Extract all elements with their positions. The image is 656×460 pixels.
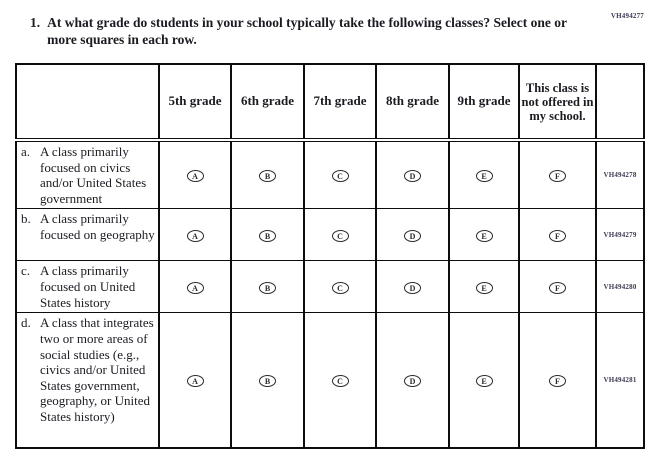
- bubble-d-7th-grade[interactable]: C: [331, 375, 349, 388]
- cell-d-6th-grade: B: [230, 312, 305, 449]
- cell-d-9th-grade: E: [448, 312, 520, 449]
- bubble-d-6th-grade[interactable]: B: [259, 375, 276, 388]
- row-label-cell: b. A class primarily focused on geograph…: [15, 208, 160, 262]
- bubble-a-8th-grade[interactable]: D: [404, 170, 421, 183]
- cell-b-7th-grade: C: [303, 208, 377, 262]
- header-not-offered: This class is not offered in my school.: [518, 63, 597, 142]
- bubble-d-not-offered[interactable]: F: [549, 375, 566, 388]
- table-row-b: b. A class primarily focused on geograph…: [15, 208, 645, 262]
- bubble-d-9th-grade[interactable]: E: [475, 375, 493, 388]
- cell-a-8th-grade: D: [375, 139, 450, 210]
- row-letter: d.: [21, 315, 31, 331]
- cell-d-5th-grade: A: [158, 312, 232, 449]
- row-label-cell: d. A class that integrates two or more a…: [15, 312, 160, 449]
- table-row-a: a. A class primarily focused on civics a…: [15, 139, 645, 210]
- cell-d-8th-grade: D: [375, 312, 450, 449]
- header-5th-grade: 5th grade: [158, 63, 232, 142]
- row-code: VH494280: [595, 260, 645, 314]
- header-7th-grade: 7th grade: [303, 63, 377, 142]
- cell-d-7th-grade: C: [303, 312, 377, 449]
- header-9th-grade: 9th grade: [448, 63, 520, 142]
- row-code: VH494278: [595, 139, 645, 210]
- bubble-b-8th-grade[interactable]: D: [404, 229, 421, 242]
- row-label-cell: c. A class primarily focused on United S…: [15, 260, 160, 314]
- bubble-c-5th-grade[interactable]: A: [186, 281, 204, 294]
- cell-b-8th-grade: D: [375, 208, 450, 262]
- cell-b-9th-grade: E: [448, 208, 520, 262]
- row-code: VH494279: [595, 208, 645, 262]
- question-accession-code: VH494277: [610, 12, 644, 20]
- cell-a-9th-grade: E: [448, 139, 520, 210]
- cell-a-6th-grade: B: [230, 139, 305, 210]
- bubble-b-7th-grade[interactable]: C: [331, 229, 349, 242]
- cell-b-6th-grade: B: [230, 208, 305, 262]
- bubble-a-7th-grade[interactable]: C: [331, 170, 349, 183]
- cell-c-9th-grade: E: [448, 260, 520, 314]
- bubble-d-8th-grade[interactable]: D: [404, 375, 421, 388]
- row-label: A class primarily focused on United Stat…: [40, 263, 136, 310]
- bubble-c-7th-grade[interactable]: C: [331, 281, 349, 294]
- bubble-c-not-offered[interactable]: F: [549, 281, 566, 294]
- question-text: At what grade do students in your school…: [47, 15, 567, 48]
- grade-selection-table: 5th grade 6th grade 7th grade 8th grade …: [15, 63, 645, 449]
- bubble-d-5th-grade[interactable]: A: [186, 375, 204, 388]
- bubble-b-6th-grade[interactable]: B: [259, 229, 276, 242]
- row-letter: c.: [21, 263, 31, 279]
- cell-b-5th-grade: A: [158, 208, 232, 262]
- question-number: 1.: [30, 15, 41, 30]
- bubble-c-6th-grade[interactable]: B: [259, 281, 276, 294]
- cell-c-7th-grade: C: [303, 260, 377, 314]
- bubble-b-not-offered[interactable]: F: [549, 229, 566, 242]
- row-label: A class primarily focused on civics and/…: [40, 144, 147, 206]
- header-8th-grade: 8th grade: [375, 63, 450, 142]
- bubble-c-9th-grade[interactable]: E: [475, 281, 493, 294]
- bubble-b-5th-grade[interactable]: A: [186, 229, 204, 242]
- cell-d-not-offered: F: [518, 312, 597, 449]
- bubble-c-8th-grade[interactable]: D: [404, 281, 421, 294]
- bubble-a-6th-grade[interactable]: B: [259, 170, 276, 183]
- row-letter: a.: [21, 144, 31, 159]
- row-letter: b.: [21, 211, 31, 227]
- cell-a-not-offered: F: [518, 139, 597, 210]
- cell-a-5th-grade: A: [158, 139, 232, 210]
- bubble-a-5th-grade[interactable]: A: [186, 170, 204, 183]
- table-row-d: d. A class that integrates two or more a…: [15, 312, 645, 449]
- header-row: 5th grade 6th grade 7th grade 8th grade …: [15, 63, 645, 142]
- header-code-column: [595, 63, 645, 142]
- cell-a-7th-grade: C: [303, 139, 377, 210]
- cell-c-8th-grade: D: [375, 260, 450, 314]
- row-label: A class that integrates two or more area…: [40, 315, 154, 424]
- cell-c-not-offered: F: [518, 260, 597, 314]
- header-6th-grade: 6th grade: [230, 63, 305, 142]
- cell-c-6th-grade: B: [230, 260, 305, 314]
- header-empty-corner: [15, 63, 160, 142]
- table-row-c: c. A class primarily focused on United S…: [15, 260, 645, 314]
- row-label: A class primarily focused on geography: [40, 211, 155, 242]
- row-code: VH494281: [595, 312, 645, 449]
- bubble-a-9th-grade[interactable]: E: [475, 170, 493, 183]
- row-label-cell: a. A class primarily focused on civics a…: [15, 139, 160, 210]
- cell-b-not-offered: F: [518, 208, 597, 262]
- question-stem: 1. At what grade do students in your sch…: [30, 14, 568, 49]
- cell-c-5th-grade: A: [158, 260, 232, 314]
- bubble-a-not-offered[interactable]: F: [549, 170, 566, 183]
- bubble-b-9th-grade[interactable]: E: [475, 229, 493, 242]
